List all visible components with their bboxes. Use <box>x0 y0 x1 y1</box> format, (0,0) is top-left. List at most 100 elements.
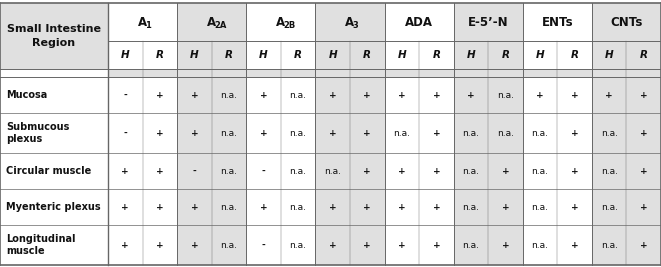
Text: +: + <box>398 202 406 211</box>
Text: +: + <box>190 91 198 100</box>
Text: -: - <box>262 241 266 249</box>
Text: +: + <box>467 91 475 100</box>
Text: +: + <box>640 202 648 211</box>
Text: R: R <box>640 50 648 60</box>
Text: +: + <box>502 202 509 211</box>
Text: n.a.: n.a. <box>463 241 479 249</box>
Text: Small Intestine
Region: Small Intestine Region <box>7 24 101 48</box>
Text: +: + <box>364 128 371 138</box>
Text: n.a.: n.a. <box>221 167 237 175</box>
Text: H: H <box>329 50 337 60</box>
Text: n.a.: n.a. <box>290 241 307 249</box>
Text: +: + <box>260 91 267 100</box>
Text: n.a.: n.a. <box>221 91 237 100</box>
Text: 2A: 2A <box>214 22 227 30</box>
Text: +: + <box>640 241 648 249</box>
Bar <box>177 3 247 265</box>
Text: 3: 3 <box>352 22 358 30</box>
Text: n.a.: n.a. <box>290 91 307 100</box>
Text: R: R <box>570 50 578 60</box>
Text: +: + <box>640 91 648 100</box>
Text: +: + <box>364 202 371 211</box>
Text: -: - <box>124 91 127 100</box>
Text: +: + <box>260 128 267 138</box>
Text: R: R <box>156 50 164 60</box>
Text: A: A <box>276 15 286 29</box>
Text: +: + <box>156 91 164 100</box>
Text: +: + <box>156 202 164 211</box>
Bar <box>108 69 661 77</box>
Text: +: + <box>122 202 129 211</box>
Text: -: - <box>262 167 266 175</box>
Text: +: + <box>122 167 129 175</box>
Text: A: A <box>138 15 147 29</box>
Text: R: R <box>225 50 233 60</box>
Text: +: + <box>329 91 336 100</box>
Text: n.a.: n.a. <box>393 128 410 138</box>
Text: n.a.: n.a. <box>531 167 549 175</box>
Text: +: + <box>398 167 406 175</box>
Bar <box>453 3 523 265</box>
Text: -: - <box>192 167 196 175</box>
Text: +: + <box>329 241 336 249</box>
Text: Submucous
plexus: Submucous plexus <box>6 122 69 144</box>
Text: +: + <box>605 91 613 100</box>
Text: n.a.: n.a. <box>497 128 514 138</box>
Text: +: + <box>571 167 578 175</box>
Text: R: R <box>502 50 510 60</box>
Text: +: + <box>190 128 198 138</box>
Text: n.a.: n.a. <box>531 202 549 211</box>
Text: Mucosa: Mucosa <box>6 90 47 100</box>
Text: +: + <box>329 128 336 138</box>
Text: n.a.: n.a. <box>290 202 307 211</box>
Text: +: + <box>432 241 440 249</box>
Text: R: R <box>432 50 440 60</box>
Text: +: + <box>398 241 406 249</box>
Text: n.a.: n.a. <box>601 202 617 211</box>
Bar <box>0 3 108 69</box>
Text: H: H <box>535 50 545 60</box>
Text: n.a.: n.a. <box>463 202 479 211</box>
Text: A: A <box>346 15 354 29</box>
Text: +: + <box>122 241 129 249</box>
Text: n.a.: n.a. <box>531 241 549 249</box>
Text: Longitudinal
muscle: Longitudinal muscle <box>6 234 75 256</box>
Text: n.a.: n.a. <box>290 128 307 138</box>
Text: +: + <box>260 202 267 211</box>
Text: ENTs: ENTs <box>541 15 573 29</box>
Text: Circular muscle: Circular muscle <box>6 166 91 176</box>
Text: H: H <box>397 50 406 60</box>
Text: +: + <box>398 91 406 100</box>
Text: +: + <box>640 128 648 138</box>
Text: CNTs: CNTs <box>610 15 642 29</box>
Text: n.a.: n.a. <box>324 167 341 175</box>
Text: +: + <box>432 202 440 211</box>
Text: n.a.: n.a. <box>531 128 549 138</box>
Text: +: + <box>156 167 164 175</box>
Text: n.a.: n.a. <box>463 128 479 138</box>
Text: R: R <box>363 50 371 60</box>
Text: n.a.: n.a. <box>601 167 617 175</box>
Text: +: + <box>190 241 198 249</box>
Text: +: + <box>364 241 371 249</box>
Text: +: + <box>640 167 648 175</box>
Text: -: - <box>124 128 127 138</box>
Text: H: H <box>605 50 613 60</box>
Bar <box>592 3 661 265</box>
Text: +: + <box>364 91 371 100</box>
Text: n.a.: n.a. <box>497 91 514 100</box>
Text: +: + <box>502 241 509 249</box>
Text: n.a.: n.a. <box>221 128 237 138</box>
Text: H: H <box>190 50 199 60</box>
Text: n.a.: n.a. <box>601 241 617 249</box>
Text: +: + <box>329 202 336 211</box>
Text: n.a.: n.a. <box>221 202 237 211</box>
Text: H: H <box>467 50 475 60</box>
Text: +: + <box>432 91 440 100</box>
Text: ADA: ADA <box>405 15 433 29</box>
Text: +: + <box>432 128 440 138</box>
Text: +: + <box>571 202 578 211</box>
Text: n.a.: n.a. <box>601 128 617 138</box>
Text: H: H <box>121 50 130 60</box>
Text: E-5’-N: E-5’-N <box>468 15 508 29</box>
